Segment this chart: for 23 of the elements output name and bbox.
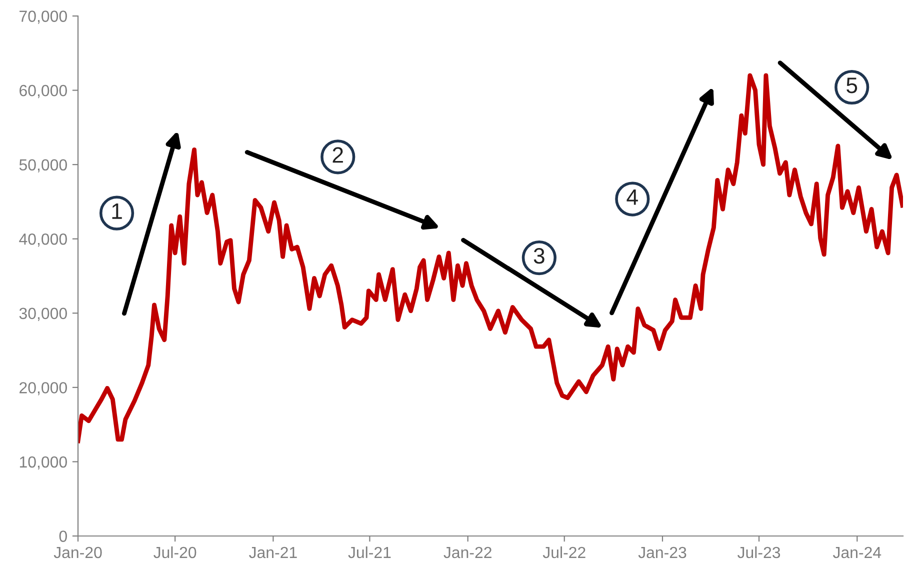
y-tick-label: 0 [59,530,67,542]
y-tick-label: 60,000 [20,84,67,98]
y-tick-label: 70,000 [20,10,67,24]
x-tick-label: Jul-20 [154,546,196,558]
x-tick-label: Jul-21 [348,546,391,558]
x-tick-label: Jan-21 [249,546,297,558]
annotation: 1 [112,204,122,219]
annotation: 4 [626,190,638,205]
y-tick-label: 10,000 [20,456,67,470]
y-tick-label: 40,000 [19,233,67,247]
x-tick-label: Jan-24 [832,546,882,558]
line-series [78,73,903,444]
annotation: 3 [534,248,544,264]
x-tick-label: Jul-22 [542,546,586,558]
y-tick-label: 20,000 [20,382,67,396]
x-tick-label: Jul-23 [738,546,780,558]
x-tick-label: Jan-22 [444,546,492,558]
annotation: 5 [846,78,858,94]
x-tick-label: Jan-20 [54,546,102,558]
y-tick-label: 50,000 [19,159,67,172]
y-tick-label: 30,000 [19,308,67,321]
x-tick-label: Jan-23 [638,546,686,558]
annotation: 2 [332,147,343,163]
